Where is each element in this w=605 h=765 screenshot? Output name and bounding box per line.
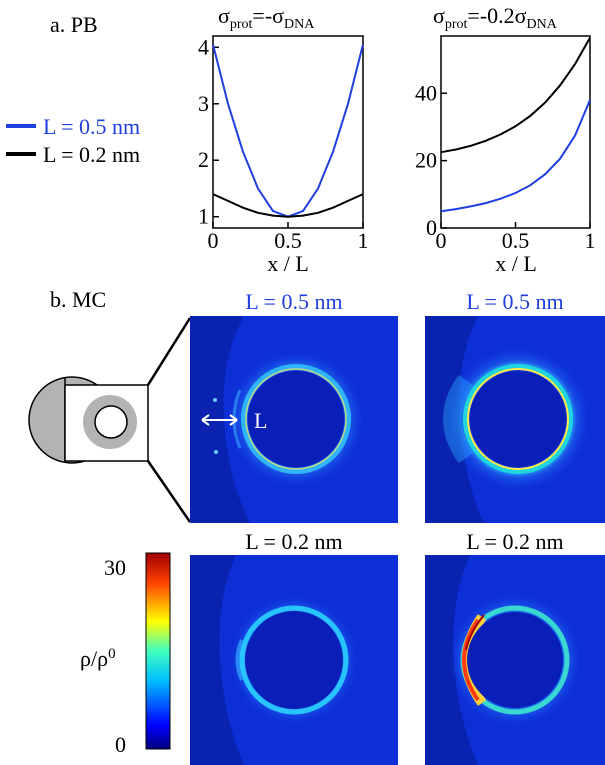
chart-left-ytick-label: 4 xyxy=(198,34,209,59)
colorbar-tick-max: 30 xyxy=(104,555,126,580)
legend-label-0: L = 0.5 nm xyxy=(43,114,140,139)
heatmap-grid: L = 0.5 nm L = 0.5 nm L = 0.2 nm L = 0.2… xyxy=(190,289,605,765)
chart-left-frame xyxy=(212,35,364,229)
colorbar: 30 0 ρ/ρ0 xyxy=(80,552,171,757)
chart-left-series-0 xyxy=(212,44,364,218)
chart-right-series-1 xyxy=(440,37,591,154)
chart-left-series-1 xyxy=(212,193,364,218)
protein-dna-schematic xyxy=(28,317,192,523)
colorbar-gradient xyxy=(145,552,171,750)
gap-arrow-label: L xyxy=(254,408,267,433)
chart-left-xtick-label: 0.5 xyxy=(274,228,302,253)
panel-b-label: b. MC xyxy=(50,287,106,312)
colorbar-tick-min: 0 xyxy=(115,732,126,757)
heatmap-1 xyxy=(425,316,605,523)
heatmap-title-1: L = 0.5 nm xyxy=(466,289,563,314)
chart-left-ytick-label: 1 xyxy=(198,204,209,229)
chart-right-series-0 xyxy=(440,99,591,213)
panel-a-label: a. PB xyxy=(50,12,98,37)
heatmap-2 xyxy=(190,555,398,765)
heatmap-title-0: L = 0.5 nm xyxy=(245,289,342,314)
heatmap-3 xyxy=(425,555,605,765)
chart-right-xlabel: x / L xyxy=(495,251,537,276)
heatmap-0: L xyxy=(190,316,398,523)
chart-left: σprot=-σDNA x / L 0 0.5 1 1 2 3 4 xyxy=(198,3,369,276)
legend-label-1: L = 0.2 nm xyxy=(43,142,140,167)
chart-right-ytick-label: 40 xyxy=(415,80,437,105)
dna-circle xyxy=(94,405,128,439)
legend: L = 0.5 nm L = 0.2 nm xyxy=(6,114,140,167)
chart-left-xlabel: x / L xyxy=(267,251,309,276)
chart-left-xtick-label: 0 xyxy=(208,228,219,253)
chart-right-ytick-label: 0 xyxy=(426,215,437,240)
chart-right: σprot=-0.2σDNA x / L 0 0.5 1 0 20 40 xyxy=(415,3,596,276)
chart-right-xtick-label: 0 xyxy=(436,228,447,253)
chart-left-xtick-label: 1 xyxy=(358,228,369,253)
heatmap-title-2: L = 0.2 nm xyxy=(245,529,342,554)
chart-right-xtick-label: 0.5 xyxy=(502,228,530,253)
chart-right-xtick-label: 1 xyxy=(585,228,596,253)
chart-left-title: σprot=-σDNA xyxy=(218,3,315,32)
heatmap-title-3: L = 0.2 nm xyxy=(466,529,563,554)
colorbar-label: ρ/ρ0 xyxy=(80,646,116,671)
chart-right-ytick-label: 20 xyxy=(415,148,437,173)
chart-right-title: σprot=-0.2σDNA xyxy=(433,3,558,32)
chart-right-frame xyxy=(440,35,591,229)
chart-left-ytick-label: 3 xyxy=(198,91,209,116)
chart-left-ytick-label: 2 xyxy=(198,147,209,172)
